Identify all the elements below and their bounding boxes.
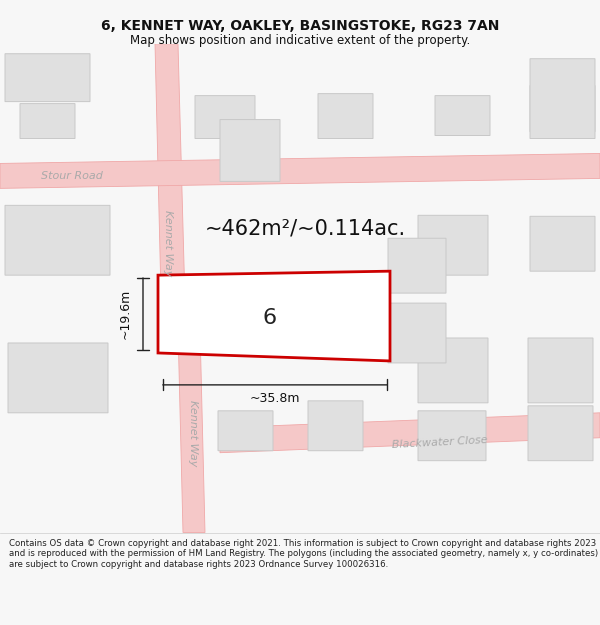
FancyBboxPatch shape <box>195 96 255 139</box>
FancyBboxPatch shape <box>435 96 490 136</box>
Text: ~35.8m: ~35.8m <box>250 392 300 406</box>
FancyBboxPatch shape <box>220 286 278 348</box>
FancyBboxPatch shape <box>418 338 488 403</box>
Polygon shape <box>220 412 600 452</box>
FancyBboxPatch shape <box>388 238 446 293</box>
Polygon shape <box>0 154 600 188</box>
Text: Stour Road: Stour Road <box>41 171 103 181</box>
Text: Contains OS data © Crown copyright and database right 2021. This information is : Contains OS data © Crown copyright and d… <box>9 539 598 569</box>
FancyBboxPatch shape <box>5 206 110 275</box>
Text: ~19.6m: ~19.6m <box>119 289 131 339</box>
FancyBboxPatch shape <box>530 86 595 131</box>
FancyBboxPatch shape <box>8 343 108 412</box>
Text: Map shows position and indicative extent of the property.: Map shows position and indicative extent… <box>130 34 470 47</box>
Text: ~462m²/~0.114ac.: ~462m²/~0.114ac. <box>205 218 406 238</box>
FancyBboxPatch shape <box>530 216 595 271</box>
FancyBboxPatch shape <box>220 119 280 181</box>
FancyBboxPatch shape <box>528 338 593 403</box>
FancyBboxPatch shape <box>20 104 75 139</box>
FancyBboxPatch shape <box>388 303 446 363</box>
FancyBboxPatch shape <box>318 94 373 139</box>
Polygon shape <box>178 328 205 532</box>
FancyBboxPatch shape <box>418 215 488 275</box>
Polygon shape <box>158 271 390 361</box>
Text: 6: 6 <box>263 308 277 328</box>
Text: Kennet Way: Kennet Way <box>188 399 198 466</box>
FancyBboxPatch shape <box>530 59 595 139</box>
Text: Kennet Way: Kennet Way <box>163 210 173 276</box>
FancyBboxPatch shape <box>528 406 593 461</box>
FancyBboxPatch shape <box>218 411 273 451</box>
Polygon shape <box>155 44 186 338</box>
Text: 6, KENNET WAY, OAKLEY, BASINGSTOKE, RG23 7AN: 6, KENNET WAY, OAKLEY, BASINGSTOKE, RG23… <box>101 19 499 33</box>
FancyBboxPatch shape <box>418 411 486 461</box>
FancyBboxPatch shape <box>308 401 363 451</box>
FancyBboxPatch shape <box>5 54 90 102</box>
Text: Blackwater Close: Blackwater Close <box>392 435 488 450</box>
